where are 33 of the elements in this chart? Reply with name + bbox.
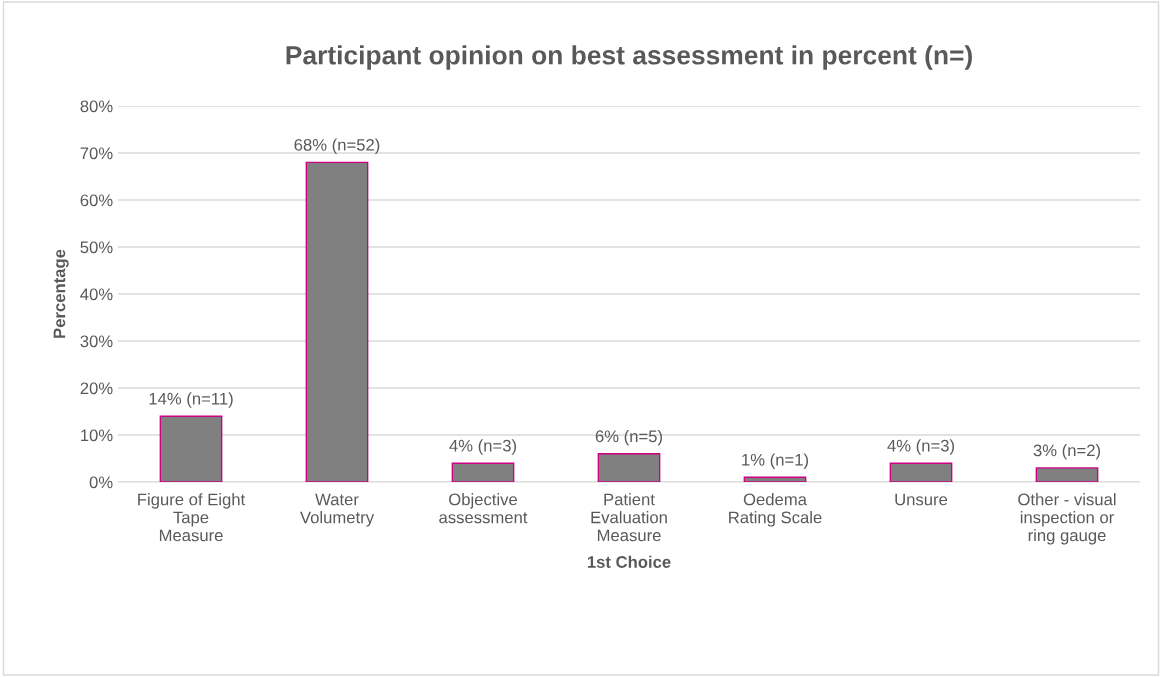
x-axis-title: 1st Choice xyxy=(587,555,671,568)
data-label: 3% (n=2) xyxy=(1033,444,1101,460)
y-tick-label: 60% xyxy=(80,194,113,207)
data-label: 1% (n=1) xyxy=(742,453,809,469)
y-axis-title: Percentage xyxy=(53,249,69,338)
y-tick-label: 50% xyxy=(80,241,113,254)
x-tick-label: Other - visual inspection or ring gauge xyxy=(1018,493,1116,545)
x-tick-label: Patient Evaluation Measure xyxy=(591,493,667,542)
bar xyxy=(159,415,223,482)
bar xyxy=(889,462,953,482)
bar xyxy=(597,453,661,482)
y-tick-label: 0% xyxy=(89,476,113,489)
data-label: 4% (n=3) xyxy=(449,439,517,455)
y-tick-label: 10% xyxy=(81,429,113,442)
data-label: 14% (n=11) xyxy=(149,392,233,408)
y-tick-label: 30% xyxy=(80,335,113,348)
bar xyxy=(743,476,807,482)
data-label: 68% (n=52) xyxy=(294,138,380,155)
bar xyxy=(305,161,369,482)
y-tick-label: 80% xyxy=(80,100,113,113)
bar xyxy=(451,462,515,482)
y-tick-label: 20% xyxy=(80,382,113,395)
x-tick-label: Water Volumetry xyxy=(300,493,375,527)
y-tick-label: 40% xyxy=(80,288,113,301)
x-tick-label: Figure of Eight Tape Measure xyxy=(138,493,246,542)
data-label: 6% (n=5) xyxy=(595,429,663,446)
data-label: 4% (n=3) xyxy=(887,439,955,455)
bar xyxy=(1035,467,1099,482)
y-tick-label: 70% xyxy=(80,147,113,160)
x-tick-label: Objective assessment xyxy=(439,493,528,524)
chart-title: Participant opinion on best assessment in percent (n=) xyxy=(286,45,972,70)
x-tick-label: Oedema Rating Scale xyxy=(729,493,822,527)
x-tick-label: Unsure xyxy=(895,493,948,506)
